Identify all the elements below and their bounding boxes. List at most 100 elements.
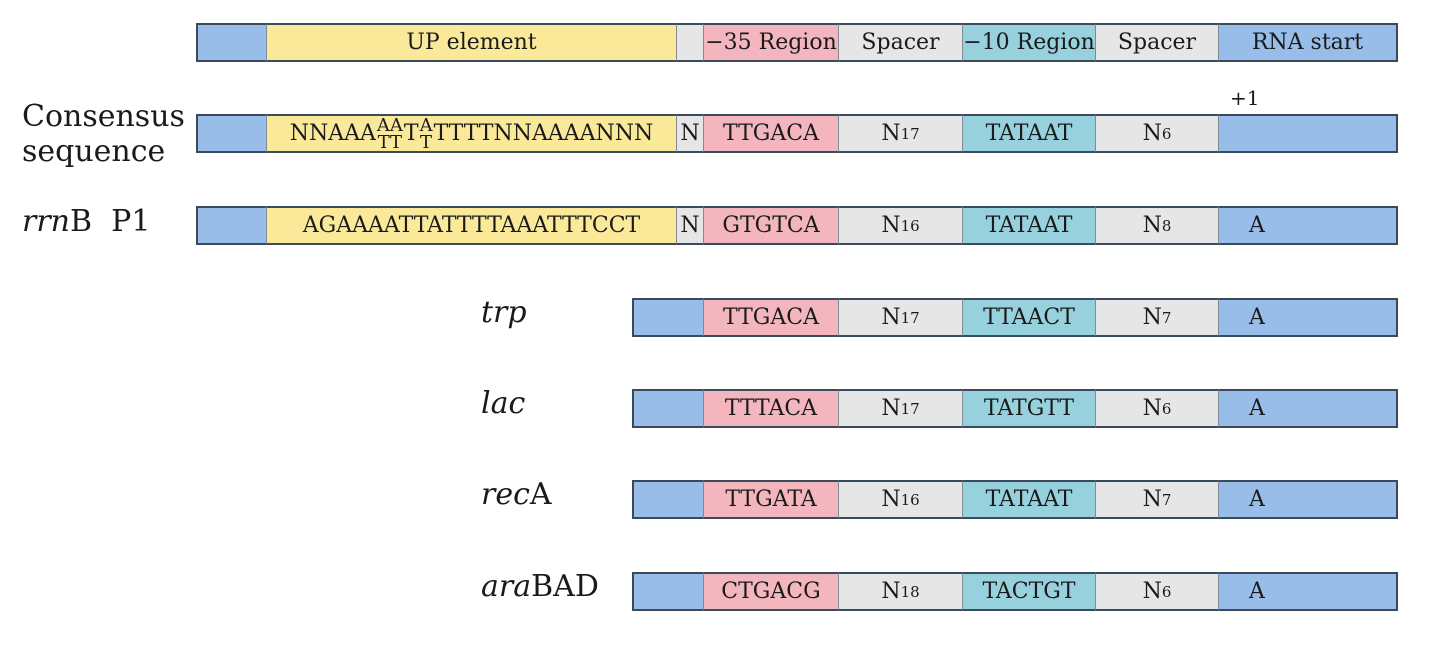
promoter-minus10: TTAACT (962, 298, 1095, 337)
rrnb-label: rrnB P1 (22, 204, 151, 240)
promoter-minus35: TTTACA (703, 389, 838, 428)
spacer-sub: 7 (1161, 490, 1172, 509)
spacer-base: N (1142, 396, 1162, 421)
spacer2-base: N (1142, 121, 1162, 146)
header-n (676, 23, 703, 62)
plus-one-marker: +1 (1230, 86, 1260, 110)
spacer-sub: 7 (1161, 308, 1172, 327)
header-flank (196, 23, 266, 62)
consensus-minus35: TTGACA (703, 114, 838, 153)
promoter-minus10: TATGTT (962, 389, 1095, 428)
promoter-label: araBAD (481, 569, 599, 605)
consensus-up-prefix: NNAAA (289, 121, 376, 146)
header-minus35-label: −35 Region (705, 30, 837, 55)
spacer-base: N (881, 487, 901, 512)
promoter-start: A (1218, 480, 1398, 519)
promoter-start: A (1218, 389, 1398, 428)
header-up-label: UP element (406, 30, 537, 55)
consensus-minus35-label: TTGACA (723, 121, 819, 146)
spacer-sub: 16 (900, 490, 920, 509)
promoter-start-label: A (1249, 305, 1265, 330)
spacer-base: N (1142, 305, 1162, 330)
promoter-label: recA (481, 477, 552, 513)
stack2-top: A (419, 114, 433, 136)
spacer-base: N (1142, 487, 1162, 512)
promoter-minus35-label: CTGACG (721, 579, 821, 604)
rrnb-flank (196, 206, 266, 245)
rrnb-start-label: A (1249, 213, 1265, 238)
promoter-label-rest: A (529, 477, 552, 512)
promoter-minus10-label: TTAACT (983, 305, 1075, 330)
header-spacer2: Spacer (1095, 23, 1218, 62)
spacer-base: N (881, 213, 901, 238)
promoter-minus35-label: TTGACA (723, 305, 819, 330)
rrnb-label-italic: rrn (22, 204, 71, 239)
stack1-bottom: TT (377, 131, 403, 153)
stack1-top: AA (376, 114, 403, 136)
header-spacer1: Spacer (838, 23, 962, 62)
spacer-sub: 16 (900, 216, 920, 235)
rrnb-up-label: AGAAAATTATTTTAAATTTCCT (302, 213, 641, 238)
consensus-up-stack1: AA TT (376, 114, 403, 153)
spacer2-sub: 6 (1161, 124, 1172, 143)
rrnb-label-rest: B P1 (70, 204, 151, 239)
consensus-minus10-label: TATAAT (985, 121, 1073, 146)
promoter-minus35: CTGACG (703, 572, 838, 611)
spacer-sub: 17 (900, 124, 920, 143)
spacer-base: N (881, 396, 901, 421)
consensus-n: N (676, 114, 703, 153)
promoter-start-label: A (1249, 396, 1265, 421)
consensus-label: Consensus sequence (22, 99, 185, 169)
spacer2-base: N (1142, 213, 1162, 238)
spacer-sub: 18 (900, 582, 920, 601)
rrnb-up-element: AGAAAATTATTTTAAATTTCCT (266, 206, 676, 245)
promoter-label-italic: lac (481, 386, 526, 421)
promoter-start: A (1218, 298, 1398, 337)
promoter-spacer1: N 17 (838, 298, 962, 337)
stack2-bottom: T (420, 131, 433, 153)
header-spacer2-label: Spacer (1117, 30, 1197, 55)
spacer-sub: 17 (900, 308, 920, 327)
spacer-sub: 6 (1161, 582, 1172, 601)
spacer-sub: 6 (1161, 399, 1172, 418)
promoter-minus10-label: TATGTT (983, 396, 1075, 421)
promoter-flank (632, 572, 703, 611)
header-rna-start: RNA start (1218, 23, 1398, 62)
rrnb-minus35-label: GTGTCA (722, 213, 820, 238)
promoter-label: lac (481, 386, 526, 422)
promoter-minus10: TACTGT (962, 572, 1095, 611)
header-up-element: UP element (266, 23, 676, 62)
promoter-spacer1: N 16 (838, 480, 962, 519)
consensus-label-line2: sequence (22, 133, 166, 169)
promoter-spacer1: N 18 (838, 572, 962, 611)
consensus-flank (196, 114, 266, 153)
spacer2-sub: 8 (1161, 216, 1172, 235)
consensus-up-suffix: TTTTNNAAAANNN (433, 121, 654, 146)
spacer-base: N (881, 579, 901, 604)
rrnb-minus35: GTGTCA (703, 206, 838, 245)
consensus-label-line1: Consensus (22, 99, 185, 134)
promoter-minus35: TTGACA (703, 298, 838, 337)
rrnb-spacer1: N 16 (838, 206, 962, 245)
promoter-label: trp (481, 295, 527, 331)
promoter-label-italic: rec (481, 477, 530, 512)
promoter-start-label: A (1249, 487, 1265, 512)
spacer-base: N (1142, 579, 1162, 604)
promoter-minus35-label: TTGATA (725, 487, 817, 512)
promoter-label-italic: trp (481, 295, 527, 330)
promoter-minus10-label: TATAAT (985, 487, 1073, 512)
header-minus35: −35 Region (703, 23, 838, 62)
header-rna-start-label: RNA start (1251, 30, 1364, 55)
promoter-spacer1: N 17 (838, 389, 962, 428)
header-minus10-label: −10 Region (963, 30, 1095, 55)
rrnb-n: N (676, 206, 703, 245)
spacer-base: N (881, 305, 901, 330)
header-spacer1-label: Spacer (861, 30, 940, 55)
